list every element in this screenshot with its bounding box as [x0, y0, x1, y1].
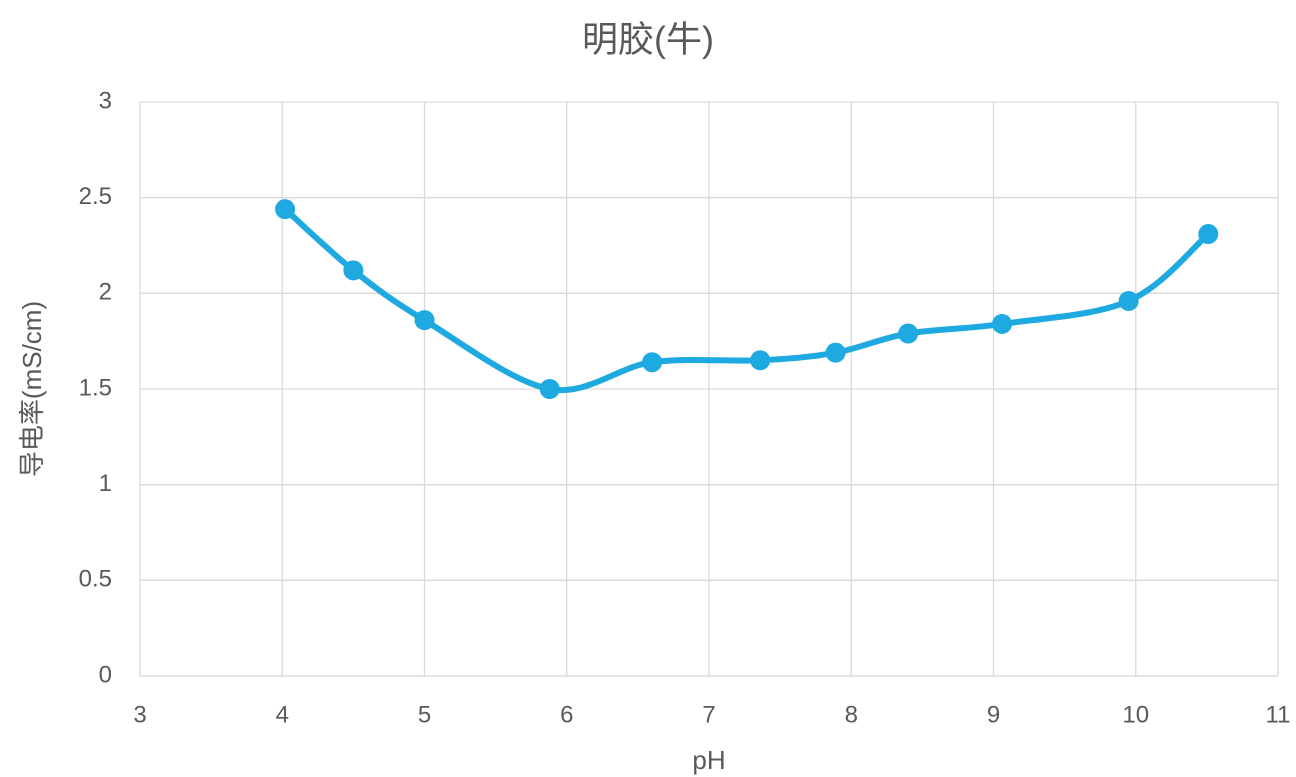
x-tick-label: 8	[845, 701, 858, 728]
y-tick-label: 1.5	[79, 374, 112, 401]
x-tick-label: 10	[1122, 701, 1149, 728]
y-tick-label: 1	[99, 470, 112, 497]
y-tick-label: 0	[99, 661, 112, 688]
x-tick-label: 7	[702, 701, 715, 728]
data-point	[539, 379, 560, 399]
data-point	[1118, 290, 1139, 311]
chart-title: 明胶(牛)	[582, 19, 714, 60]
x-tick-label: 11	[1266, 701, 1291, 728]
x-tick-label: 9	[987, 701, 1000, 728]
x-tick-label: 5	[418, 701, 431, 728]
data-point	[992, 313, 1013, 334]
y-tick-label: 2.5	[79, 183, 112, 210]
data-point	[898, 323, 919, 344]
data-point	[275, 199, 296, 220]
x-tick-label: 4	[276, 701, 289, 728]
data-point	[750, 350, 771, 371]
x-tick-label: 3	[133, 701, 146, 728]
data-line	[282, 206, 1212, 394]
y-tick-label: 3	[99, 87, 112, 114]
data-point	[642, 352, 663, 373]
data-point	[343, 260, 364, 281]
x-axis-label: pH	[692, 745, 725, 775]
data-point	[414, 310, 435, 331]
y-tick-label: 2	[99, 279, 112, 306]
y-axis-label: 导电率(mS/cm)	[17, 301, 47, 477]
y-tick-label: 0.5	[79, 566, 112, 593]
data-point	[1198, 224, 1219, 245]
x-tick-label: 6	[560, 701, 573, 728]
data-point	[825, 342, 846, 363]
